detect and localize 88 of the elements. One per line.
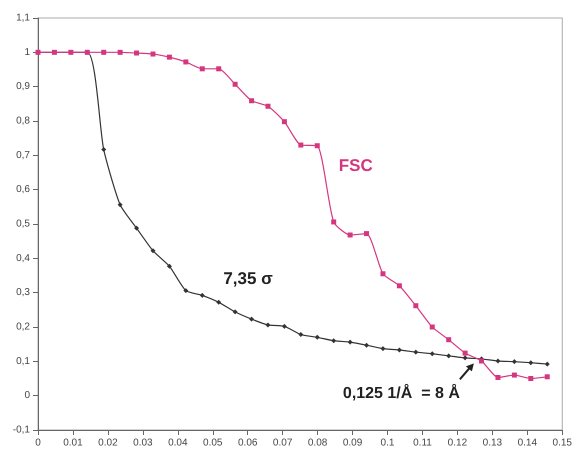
x-tick-label: 0.13 xyxy=(482,438,503,448)
point xyxy=(265,322,270,328)
point xyxy=(118,50,123,55)
y-tick-label: 0,8 xyxy=(16,116,30,126)
point xyxy=(183,288,188,294)
point xyxy=(528,360,534,366)
point xyxy=(298,332,304,338)
x-tick-label: 0.03 xyxy=(133,438,154,448)
point xyxy=(380,271,386,276)
point xyxy=(462,355,468,360)
y-tick-label: 1 xyxy=(24,46,30,58)
x-tick-label: 0.01 xyxy=(63,438,84,448)
point xyxy=(512,372,517,378)
y-tick-label: 0,1 xyxy=(16,356,30,367)
x-tick-label: 0.12 xyxy=(448,438,468,448)
annotation: 0,125 1/Å = 8 Å xyxy=(342,382,460,402)
point xyxy=(118,202,123,208)
point xyxy=(232,309,238,314)
point xyxy=(298,142,304,148)
point xyxy=(232,82,238,87)
point xyxy=(282,119,287,124)
point xyxy=(331,338,336,344)
x-tick-label: 0.07 xyxy=(272,438,293,448)
y-tick-label: 0,6 xyxy=(16,184,30,196)
point xyxy=(249,316,254,322)
point xyxy=(216,300,222,305)
point xyxy=(544,362,550,367)
x-tick-label: 0.1 xyxy=(380,438,395,448)
point xyxy=(364,342,370,348)
point xyxy=(528,376,534,381)
point xyxy=(512,359,517,364)
point xyxy=(495,358,500,364)
point xyxy=(348,232,353,238)
point xyxy=(150,248,156,254)
point xyxy=(413,303,418,308)
point xyxy=(200,292,205,298)
point xyxy=(495,374,500,380)
y-tick-label: 0,4 xyxy=(16,252,30,264)
point xyxy=(68,50,74,55)
point xyxy=(52,50,57,55)
y-tick-label: 1,1 xyxy=(16,12,30,24)
point xyxy=(183,59,188,64)
point xyxy=(314,334,320,340)
point xyxy=(200,66,205,72)
x-tick-label: 0.15 xyxy=(552,438,572,448)
point xyxy=(282,324,287,329)
point xyxy=(314,143,320,148)
point xyxy=(331,219,336,224)
point xyxy=(364,231,370,236)
x-tick-label: 0.08 xyxy=(308,438,328,448)
point xyxy=(134,226,140,231)
y-tick-label: 0,7 xyxy=(16,150,30,161)
y-tick-label: 0,5 xyxy=(16,218,30,230)
point xyxy=(380,346,386,352)
point xyxy=(544,374,550,380)
y-tick-label: 0,2 xyxy=(16,322,30,332)
point xyxy=(134,50,140,56)
point xyxy=(166,264,172,269)
point xyxy=(166,54,172,60)
x-tick-label: 0 xyxy=(35,438,42,448)
x-tick-label: 0.04 xyxy=(168,438,188,448)
point xyxy=(396,283,402,288)
point xyxy=(430,351,435,356)
y-tick-label: -0,1 xyxy=(12,424,30,436)
point xyxy=(430,324,435,330)
point xyxy=(462,350,468,356)
point xyxy=(101,50,106,55)
point xyxy=(396,348,402,353)
point xyxy=(265,104,270,109)
series-label: FSC xyxy=(338,156,373,176)
x-tick-label: 0.11 xyxy=(413,438,432,448)
point xyxy=(348,340,353,345)
x-tick-label: 0.14 xyxy=(518,438,538,448)
x-tick-label: 0.09 xyxy=(342,438,363,448)
point xyxy=(216,66,222,72)
x-tick-label: 0.05 xyxy=(203,438,223,448)
point xyxy=(150,52,156,57)
point xyxy=(249,98,254,104)
series-label: 7,35 σ xyxy=(223,269,274,288)
y-tick-label: 0,9 xyxy=(16,81,30,92)
point xyxy=(413,350,418,355)
x-tick-label: 0.06 xyxy=(238,438,258,448)
x-tick-label: 0.02 xyxy=(98,438,118,448)
y-tick-label: 0,3 xyxy=(16,287,30,298)
point xyxy=(101,146,106,152)
y-tick-label: 0 xyxy=(24,390,30,402)
point xyxy=(446,353,452,358)
point xyxy=(446,337,452,342)
